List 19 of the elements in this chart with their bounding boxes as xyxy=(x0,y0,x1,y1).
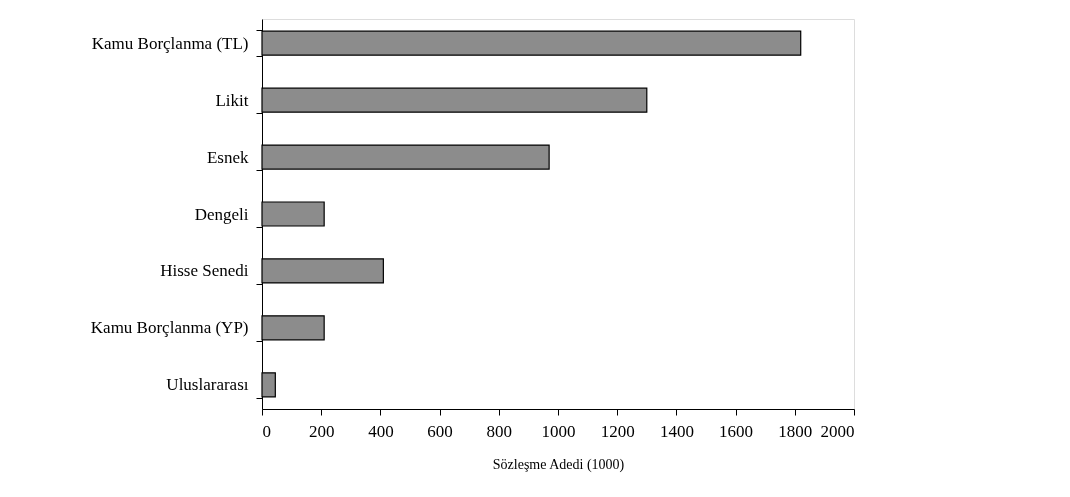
x-tick-label: 200 xyxy=(308,421,335,441)
y-tick-label: Hisse Senedi xyxy=(160,261,249,281)
y-tick-label: Uluslararası xyxy=(166,375,249,395)
y-tick-label: Dengeli xyxy=(194,204,249,224)
y-tick-label: Esnek xyxy=(206,147,249,167)
y-tick-label: Likit xyxy=(215,90,249,110)
y-tick-label: Kamu Borçlanma (TL) xyxy=(91,33,249,53)
x-tick-label: 1400 xyxy=(659,421,694,441)
x-tick-label: 2000 xyxy=(820,421,855,441)
x-tick-label: 1200 xyxy=(600,421,635,441)
x-tick-label: 400 xyxy=(368,421,394,441)
x-tick-label: 1800 xyxy=(778,421,813,441)
x-tick-label: 1600 xyxy=(719,421,754,441)
x-tick-label: 600 xyxy=(427,421,453,441)
x-tick-label: 0 xyxy=(262,421,271,441)
x-axis-title: Sözleşme Adedi (1000) xyxy=(492,456,625,473)
y-tick-label: Kamu Borçlanma (YP) xyxy=(90,318,249,338)
x-tick-label: 1000 xyxy=(541,421,576,441)
x-tick-label: 800 xyxy=(486,421,513,441)
